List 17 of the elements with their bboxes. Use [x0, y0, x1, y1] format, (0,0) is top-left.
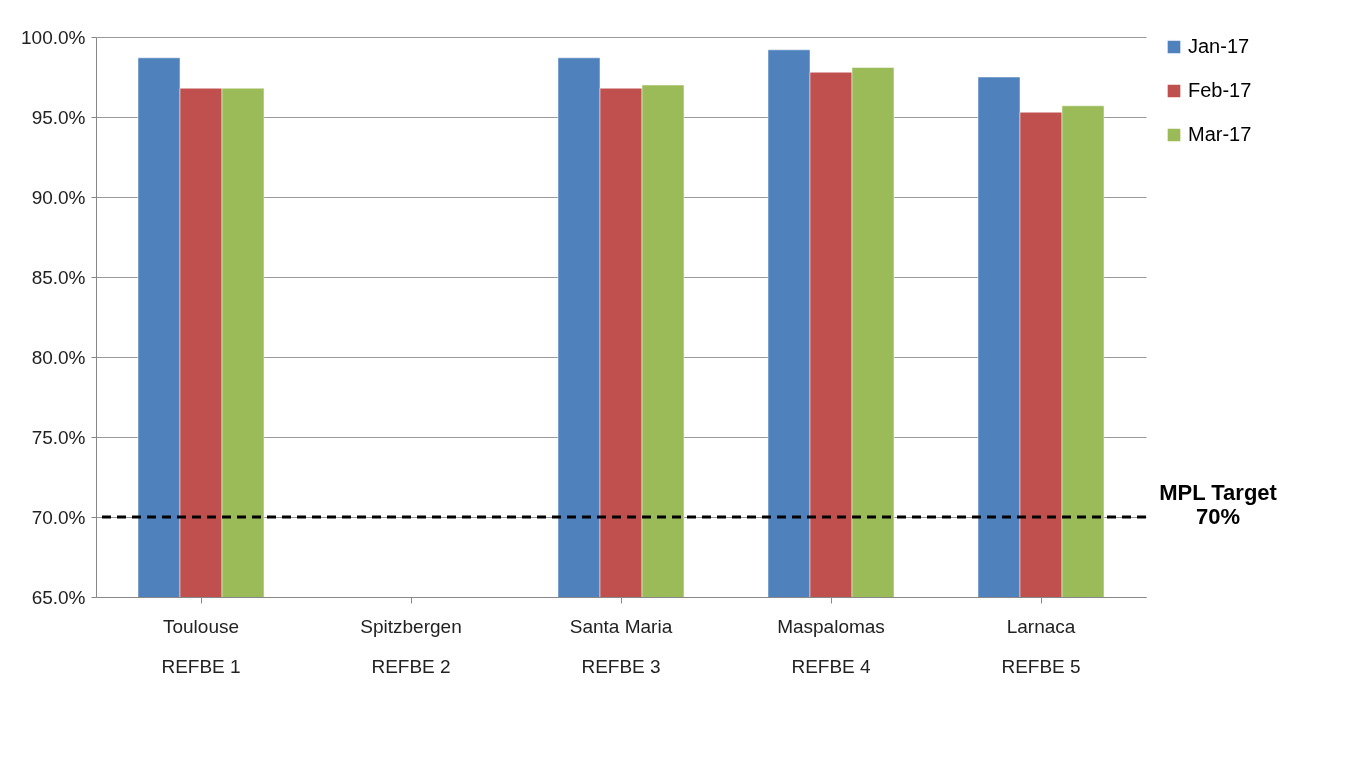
y-tick-label: 80.0%: [31, 346, 86, 368]
x-tick-label: Larnaca REFBE 5: [1001, 615, 1081, 677]
y-tick-label: 90.0%: [31, 186, 86, 208]
y-tick-label: 70.0%: [31, 506, 86, 528]
x-tick-label: Spitzbergen REFBE 2: [360, 615, 462, 677]
y-tick-label: 65.0%: [31, 586, 86, 608]
y-tick-label: 100.0%: [21, 26, 86, 48]
x-tick-label: Maspalomas REFBE 4: [777, 615, 885, 677]
y-tick-label: 85.0%: [31, 266, 86, 288]
legend-label: Mar-17: [1188, 123, 1252, 145]
x-tick-label: Toulouse REFBE 1: [161, 615, 241, 677]
y-tick-label: 75.0%: [31, 426, 86, 448]
legend-label: Feb-17: [1188, 79, 1252, 101]
legend-label: Jan-17: [1188, 35, 1250, 57]
ref-line-label: MPL Target 70%: [1159, 480, 1278, 529]
y-tick-label: 95.0%: [31, 106, 86, 128]
x-tick-label: Santa Maria REFBE 3: [569, 615, 673, 677]
